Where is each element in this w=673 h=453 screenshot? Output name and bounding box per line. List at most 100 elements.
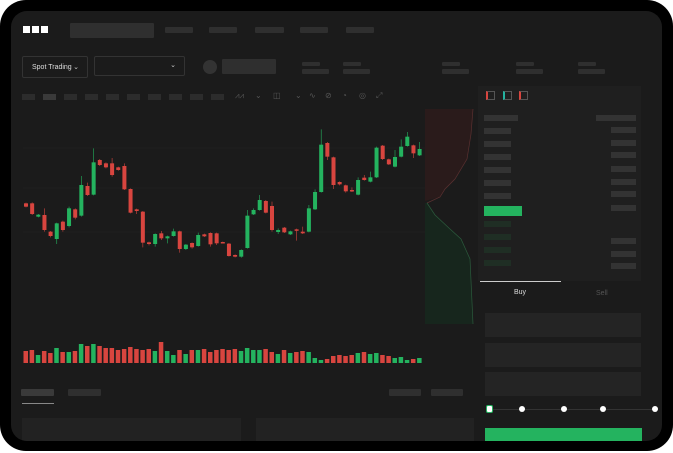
- chart-type-icon[interactable]: ⌄: [255, 91, 262, 100]
- volume-bar: [152, 351, 158, 363]
- candle: [159, 233, 164, 239]
- volume-bar: [410, 359, 416, 363]
- candle: [239, 250, 244, 257]
- candlestick-chart[interactable]: [11, 11, 481, 381]
- volume-bar: [380, 355, 385, 363]
- candle: [67, 208, 72, 226]
- volume-bar: [232, 349, 238, 363]
- slider-tick[interactable]: [519, 406, 525, 412]
- tab-order-history[interactable]: [68, 389, 101, 396]
- slider-tick[interactable]: [600, 406, 606, 412]
- volume-bar: [23, 351, 28, 363]
- settings-icon[interactable]: ◫: [273, 91, 281, 100]
- amount-input[interactable]: [485, 343, 641, 367]
- slider-handle[interactable]: [486, 405, 493, 413]
- stat-value: [343, 69, 370, 74]
- nav-item[interactable]: [346, 27, 374, 33]
- timeframe-button[interactable]: [148, 94, 161, 100]
- timeframe-button[interactable]: [211, 94, 224, 100]
- indicator-icon[interactable]: ⩘⩘: [235, 91, 245, 100]
- orderbook-amount: [596, 115, 636, 121]
- buy-tab[interactable]: Buy: [514, 289, 527, 296]
- leverage-slider[interactable]: [489, 409, 656, 410]
- trade-type-select[interactable]: Spot Trading ⌄: [22, 56, 88, 78]
- candle: [251, 210, 256, 215]
- timeframe-button[interactable]: [43, 94, 56, 100]
- active-tab-underline: [22, 403, 54, 404]
- orderbook-price: [484, 234, 511, 240]
- volume-bar: [269, 352, 274, 363]
- volume-bar: [281, 350, 287, 363]
- candle: [325, 143, 330, 157]
- orderbook-asks-icon[interactable]: [519, 91, 528, 100]
- candle: [313, 192, 318, 210]
- timeframe-button[interactable]: [169, 94, 182, 100]
- candle: [319, 144, 324, 192]
- target-icon[interactable]: ◎: [359, 91, 366, 100]
- sell-tab[interactable]: Sell: [596, 290, 608, 297]
- volume-bar: [312, 358, 318, 363]
- total-input[interactable]: [485, 372, 641, 396]
- ruler-icon[interactable]: ⊘: [325, 91, 332, 100]
- timeframe-button[interactable]: [64, 94, 77, 100]
- candle: [294, 229, 299, 231]
- nav-item[interactable]: [165, 27, 193, 33]
- nav-item[interactable]: [209, 27, 237, 33]
- volume-bar: [324, 359, 330, 363]
- volume-bar: [177, 350, 182, 363]
- timeframe-button[interactable]: [190, 94, 203, 100]
- price-input[interactable]: [485, 313, 641, 337]
- orderbook-amount: [611, 263, 636, 269]
- orderbook-price: [484, 167, 511, 173]
- volume-bar: [201, 349, 207, 363]
- volume-bar: [300, 351, 305, 363]
- candle: [288, 231, 293, 235]
- volume-bar: [251, 350, 256, 363]
- orderbook-both-icon[interactable]: [486, 91, 495, 100]
- timeframe-button[interactable]: [22, 94, 35, 100]
- nav-item[interactable]: [300, 27, 328, 33]
- filter-button[interactable]: [389, 389, 421, 396]
- timeframe-button[interactable]: [85, 94, 98, 100]
- candle: [171, 231, 176, 236]
- candle: [257, 200, 262, 210]
- volume-bar: [78, 344, 84, 363]
- buy-button[interactable]: [485, 428, 642, 441]
- candle: [276, 230, 281, 232]
- volume-bar: [189, 350, 195, 363]
- depth-asks-line: [426, 109, 474, 204]
- orderbook-amount: [611, 179, 636, 185]
- line-tool-icon[interactable]: ∿: [309, 91, 316, 100]
- volume-bar: [287, 353, 293, 363]
- pair-select[interactable]: ⌄: [94, 56, 185, 76]
- nav-item[interactable]: [255, 27, 284, 33]
- candle: [374, 147, 379, 178]
- chevron-down-icon[interactable]: ⌄: [295, 91, 302, 100]
- candle: [177, 231, 182, 249]
- depth-asks-area: [425, 109, 473, 201]
- timeframe-button[interactable]: [106, 94, 119, 100]
- fullscreen-icon[interactable]: ⤢: [376, 91, 383, 100]
- slider-tick[interactable]: [561, 406, 567, 412]
- timeframe-button[interactable]: [127, 94, 140, 100]
- candle: [233, 255, 238, 257]
- orderbook-price: [484, 193, 511, 199]
- filter-button[interactable]: [431, 389, 463, 396]
- candle: [337, 182, 342, 185]
- candle: [190, 243, 195, 248]
- orderbook-price: [484, 154, 511, 160]
- coin-icon: [203, 60, 217, 74]
- candle: [134, 209, 139, 211]
- slider-tick[interactable]: [652, 406, 658, 412]
- candle: [399, 146, 404, 157]
- orderbook-bids-icon[interactable]: [503, 91, 512, 100]
- volume-bar: [331, 356, 336, 363]
- tab-open-orders[interactable]: [21, 389, 54, 396]
- snapshot-icon[interactable]: ◔: [342, 91, 347, 100]
- chevron-down-icon: ⌄: [170, 62, 176, 69]
- search-bar[interactable]: [70, 23, 154, 38]
- volume-bar: [164, 351, 170, 363]
- stat-value: [516, 69, 543, 74]
- candle: [122, 166, 127, 190]
- stat-label: [302, 62, 320, 66]
